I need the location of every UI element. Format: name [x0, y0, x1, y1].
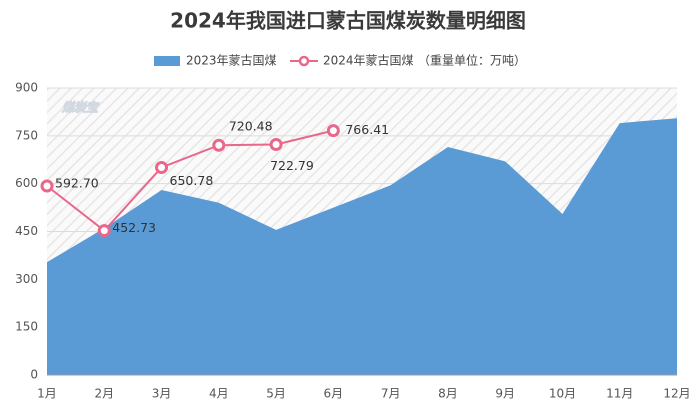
data-label: 722.79	[270, 158, 314, 173]
x-tick-label: 12月	[663, 387, 690, 401]
line-point	[269, 138, 283, 152]
chart-title: 2024年我国进口蒙古国煤炭数量明细图	[170, 9, 526, 33]
line-point	[212, 138, 226, 152]
x-tick-label: 10月	[549, 387, 576, 401]
y-tick-label: 450	[15, 224, 38, 238]
x-tick-label: 7月	[381, 387, 401, 401]
legend-swatch	[298, 55, 310, 67]
legend-label: 2023年蒙古国煤	[186, 53, 277, 68]
data-label: 720.48	[229, 119, 273, 134]
data-label: 592.70	[55, 175, 99, 190]
x-tick-label: 11月	[606, 387, 633, 401]
x-tick-label: 1月	[37, 387, 57, 401]
legend-swatch	[154, 56, 180, 66]
legend-label: 2024年蒙古国煤	[323, 53, 414, 68]
y-tick-label: 900	[15, 81, 38, 95]
y-tick-label: 750	[15, 128, 38, 142]
data-label: 452.73	[112, 220, 156, 235]
y-tick-label: 150	[15, 320, 38, 334]
x-tick-label: 2月	[94, 387, 114, 401]
line	[46, 129, 334, 232]
y-tick-label: 600	[15, 176, 38, 190]
x-tick-label: 8月	[438, 387, 458, 401]
y-tick-label: 300	[15, 272, 38, 286]
x-tick-label: 5月	[266, 387, 286, 401]
legend-note: （重量单位：万吨）	[418, 53, 526, 68]
data-label: 650.78	[170, 173, 214, 188]
line-point	[326, 124, 340, 138]
legend: 2023年蒙古国煤 2024年蒙古国煤 （重量单位：万吨）	[154, 53, 526, 68]
line-point	[40, 179, 54, 193]
y-tick-label: 0	[30, 368, 38, 382]
x-tick-label: 4月	[209, 387, 229, 401]
x-tick-label: 3月	[152, 387, 172, 401]
line-point	[97, 224, 111, 238]
x-tick-label: 9月	[495, 387, 515, 401]
area	[47, 118, 677, 376]
data-label: 766.41	[345, 122, 389, 137]
line-point	[155, 160, 169, 174]
watermark: 煤炭宝	[61, 101, 100, 115]
x-tick-label: 6月	[324, 387, 344, 401]
